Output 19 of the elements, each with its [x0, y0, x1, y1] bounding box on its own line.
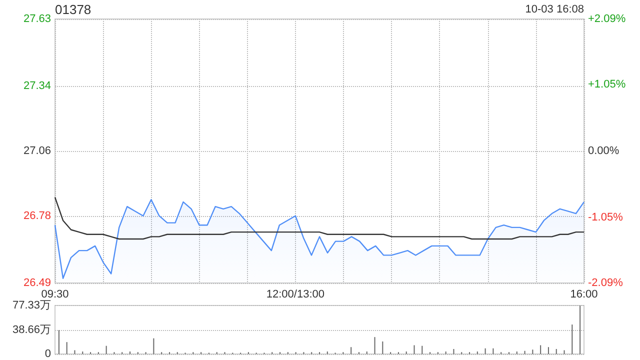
y-tick-label: 26.49 [23, 277, 51, 289]
y-tick-label: 27.34 [23, 80, 51, 92]
x-tick-label: 09:30 [41, 288, 69, 300]
y-tick-label: 27.06 [23, 145, 51, 157]
y2-tick-label: -1.05% [588, 211, 624, 224]
x-tick-label: 16:00 [570, 288, 598, 300]
y2-tick-label: 0.00% [588, 145, 620, 157]
y-tick-label: 26.78 [23, 210, 51, 222]
y-tick-label: 0 [44, 348, 51, 360]
y2-tick-label: +1.05% [588, 78, 626, 91]
y-tick-label: 38.66万 [12, 324, 51, 336]
y-tick-label: 77.33万 [12, 300, 51, 312]
y2-tick-label: -2.09% [588, 277, 624, 289]
y2-tick-label: +2.09% [588, 13, 626, 25]
chart-title: 01378 [55, 2, 92, 17]
line-series [54, 196, 585, 240]
y-tick-label: 27.63 [23, 13, 51, 25]
text: 10-03 16:08 [525, 4, 584, 16]
x-tick-label: 12:00/13:00 [266, 288, 325, 300]
